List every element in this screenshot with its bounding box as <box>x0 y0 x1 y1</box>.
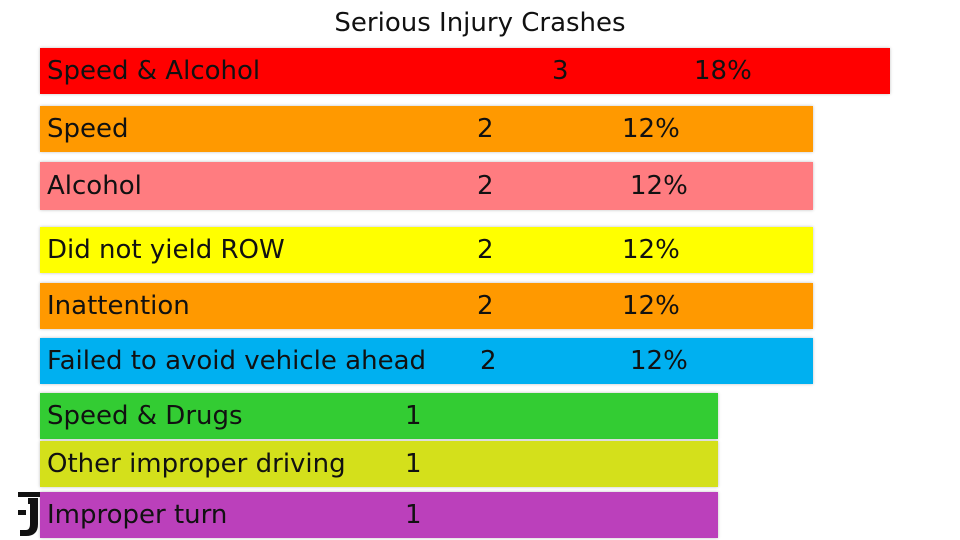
percent-label: 12% <box>630 346 688 376</box>
bar-speed <box>40 106 813 152</box>
percent-label: 18% <box>694 56 752 86</box>
bar-alcohol <box>40 162 813 210</box>
bar-speed-alcohol <box>40 48 890 94</box>
category-label: Alcohol <box>47 171 142 201</box>
value-label: 1 <box>405 401 422 431</box>
bar-inattention <box>40 283 813 329</box>
bar-speed-drugs <box>40 393 718 439</box>
value-label: 2 <box>480 346 497 376</box>
category-label: Speed & Alcohol <box>47 56 261 86</box>
category-label: Did not yield ROW <box>47 235 285 265</box>
bar-did-not-yield-row <box>40 227 813 273</box>
chart-title: Serious Injury Crashes <box>334 8 626 38</box>
value-label: 2 <box>477 171 494 201</box>
category-label: Improper turn <box>47 500 228 530</box>
category-label: Failed to avoid vehicle ahead <box>47 346 427 376</box>
category-label: Speed <box>47 114 129 144</box>
percent-label: 12% <box>630 171 688 201</box>
category-label: Speed & Drugs <box>47 401 243 431</box>
percent-label: 12% <box>622 114 680 144</box>
bar-other-improper-driving <box>40 441 718 487</box>
logo-icon <box>14 490 40 540</box>
category-label: Other improper driving <box>47 449 346 479</box>
bar-failed-to-avoid-vehicle-ahead <box>40 338 813 384</box>
percent-label: 12% <box>622 235 680 265</box>
bar-improper-turn <box>40 492 718 538</box>
value-label: 3 <box>552 56 569 86</box>
value-label: 2 <box>477 235 494 265</box>
value-label: 2 <box>477 114 494 144</box>
value-label: 1 <box>405 449 422 479</box>
percent-label: 12% <box>622 291 680 321</box>
category-label: Inattention <box>47 291 190 321</box>
value-label: 2 <box>477 291 494 321</box>
value-label: 1 <box>405 500 422 530</box>
